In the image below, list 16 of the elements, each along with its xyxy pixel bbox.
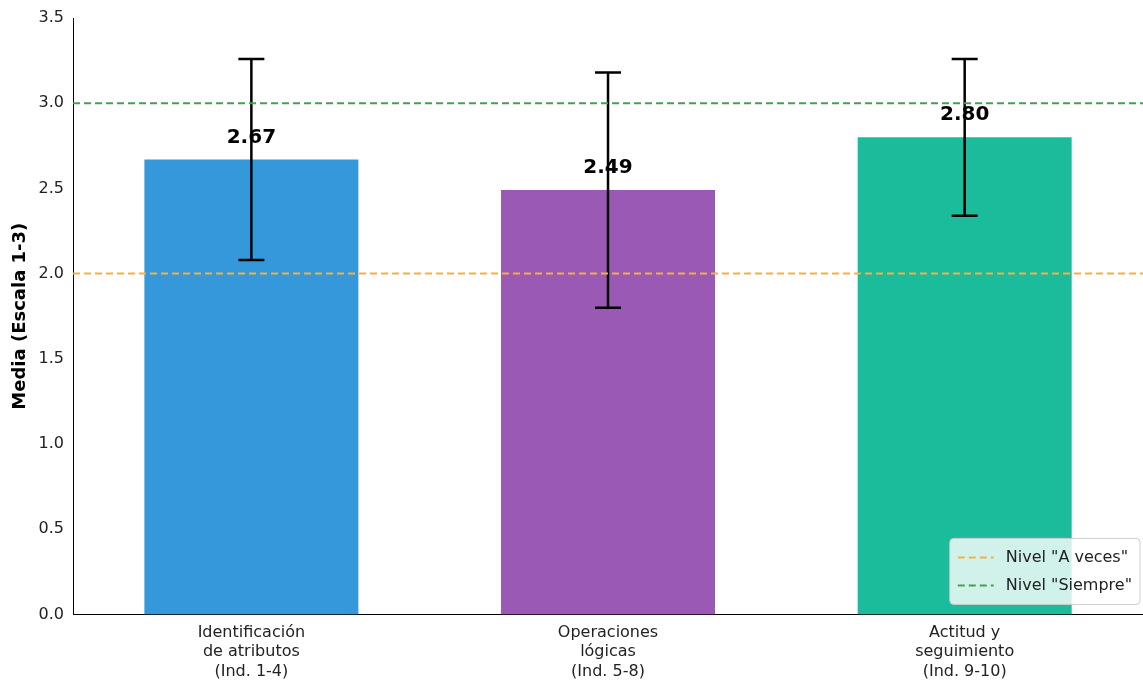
y-tick-label: 3.0: [38, 92, 65, 112]
y-tick-label: 1.5: [38, 347, 65, 367]
y-tick-label: 1.0: [38, 433, 65, 453]
legend-label: Nivel "A veces": [1005, 546, 1129, 566]
bar: [144, 159, 359, 615]
y-tick-label: 2.0: [38, 262, 65, 282]
x-tick-label: Operaciones lógicas (Ind. 5-8): [557, 622, 659, 680]
x-tick-label: Identificación de atributos (Ind. 1-4): [197, 622, 306, 680]
y-axis-title: Media (Escala 1-3): [8, 222, 30, 410]
y-tick-label: 0.5: [38, 518, 65, 538]
legend-label: Nivel "Siempre": [1005, 574, 1132, 594]
y-tick-label: 3.5: [38, 7, 65, 27]
y-tick-label: 2.5: [38, 177, 65, 197]
x-tick-label: Actitud y seguimiento (Ind. 9-10): [915, 622, 1015, 680]
bar: [501, 190, 716, 615]
y-tick-label: 0.0: [38, 603, 65, 623]
